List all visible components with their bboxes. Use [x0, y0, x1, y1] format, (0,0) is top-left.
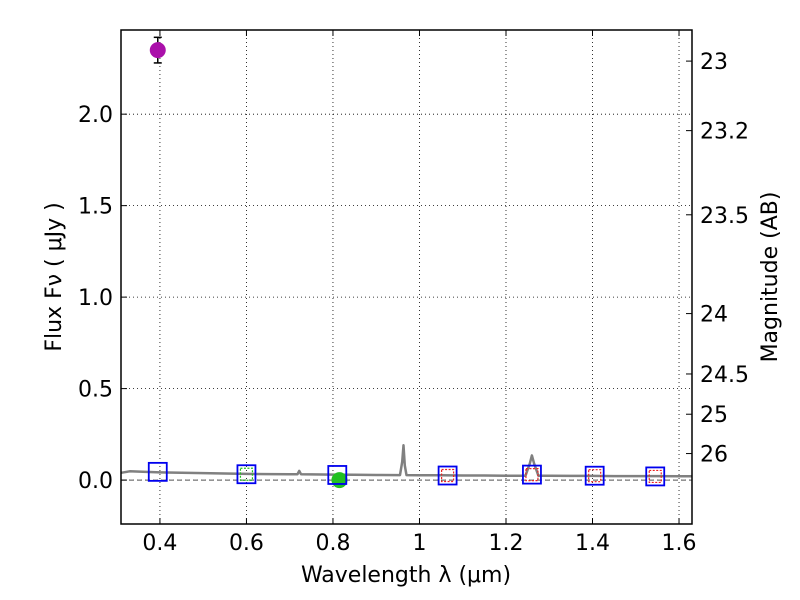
y2-tick-label: 25 [700, 403, 728, 428]
model-photometry-square [437, 465, 458, 486]
y-tick-label: 0.5 [78, 378, 113, 403]
upper-limit-marker [239, 467, 254, 481]
grid-lines [121, 30, 692, 524]
y2-tick-label: 23.2 [700, 120, 749, 145]
model-photometry-square [645, 466, 666, 487]
upper-limit-marker [648, 469, 662, 484]
y-tick-label: 1.0 [78, 286, 113, 311]
axis-ticks: 0.4 0.6 0.8 1 1.2 1.4 1.6 0.0 0.5 1.0 1.5 2.0 23 23.2… [78, 30, 749, 556]
model-photometry-square [147, 461, 168, 482]
upper-limit-marker [525, 468, 539, 482]
model-photometry-square [327, 465, 348, 485]
right-axis-label: Magnitude (AB) [758, 192, 783, 363]
y-tick-label: 2.0 [78, 103, 113, 128]
upper-limit-marker [440, 468, 455, 483]
photometry-point [149, 42, 166, 59]
y-axis-label: Flux Fν ( μJy ) [42, 202, 67, 351]
plot-area [120, 36, 692, 489]
y2-tick-label: 23 [700, 50, 728, 75]
upper-limit-marker [588, 469, 602, 483]
model-spectrum-line [120, 444, 692, 478]
x-tick-label: 0.8 [315, 531, 350, 556]
photometry-point [331, 472, 348, 489]
x-tick-label: 1 [412, 531, 426, 556]
x-tick-label: 0.6 [229, 531, 264, 556]
model-photometry-square [236, 464, 257, 485]
y2-tick-label: 24.5 [700, 363, 749, 388]
model-photometry-square [522, 464, 542, 485]
y2-tick-label: 24 [700, 303, 728, 328]
x-axis-label: Wavelength λ (μm) [301, 563, 511, 588]
x-tick-label: 1.4 [575, 531, 610, 556]
x-tick-label: 1.2 [488, 531, 523, 556]
y-tick-label: 1.5 [78, 195, 113, 220]
x-tick-label: 1.6 [662, 531, 697, 556]
y-tick-label: 0.0 [78, 469, 113, 494]
model-photometry-square [584, 465, 605, 486]
y2-tick-label: 26 [700, 443, 728, 468]
plot-frame [120, 29, 693, 525]
y2-tick-label: 23.5 [700, 204, 749, 229]
x-tick-label: 0.4 [142, 531, 177, 556]
